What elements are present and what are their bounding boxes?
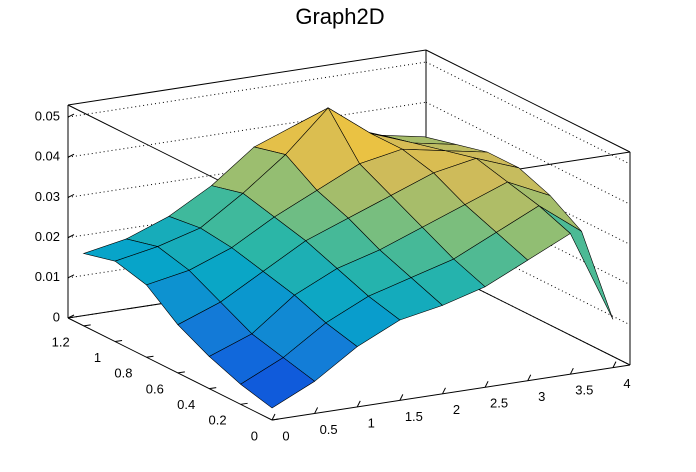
y-axis	[67, 317, 273, 421]
z-tick-label: 0.05	[35, 108, 60, 123]
x-tick-label: 1	[368, 415, 375, 430]
x-tick	[442, 387, 446, 395]
y-tick-label: 0.4	[177, 397, 195, 412]
z-tick	[67, 274, 75, 279]
grid-line	[67, 61, 427, 118]
grid-line	[67, 141, 427, 198]
x-tick	[314, 407, 319, 414]
x-tick-label: 1.5	[405, 409, 423, 424]
y-tick	[271, 418, 280, 421]
y-tick	[115, 340, 123, 343]
y-tick	[240, 402, 248, 405]
y-tick	[177, 371, 185, 374]
chart-title: Graph2D	[295, 4, 384, 29]
grid-line	[67, 182, 427, 239]
x-tick-label: 3	[538, 389, 545, 404]
x-tick	[569, 367, 574, 375]
z-tick	[67, 113, 75, 118]
y-tick-label: 1	[94, 350, 101, 365]
z-tick-label: 0.04	[35, 149, 60, 164]
x-tick-label: 0.5	[320, 422, 338, 437]
z-tick-label: 0.02	[35, 229, 60, 244]
x-tick	[612, 361, 617, 368]
grid-line	[67, 101, 427, 158]
y-tick	[209, 387, 217, 390]
x-tick-label: 2.5	[490, 396, 508, 411]
z-tick	[67, 234, 75, 239]
z-tick	[67, 314, 75, 319]
grid-line	[67, 262, 427, 319]
x-tick	[399, 394, 404, 401]
x-tick-label: 4	[623, 376, 630, 391]
x-tick	[484, 381, 489, 388]
x-tick	[356, 400, 361, 408]
y-tick	[146, 355, 154, 358]
z-tick-label: 0.03	[35, 189, 60, 204]
x-tick-label: 0	[282, 428, 289, 443]
x-tick	[527, 374, 532, 381]
z-tick	[67, 193, 75, 198]
frame	[67, 49, 427, 106]
y-tick-label: 0.2	[209, 413, 227, 428]
z-tick-label: 0.01	[35, 269, 60, 284]
y-tick-label: 1.2	[52, 334, 70, 349]
y-tick	[83, 324, 91, 327]
z-tick-label: 0	[53, 309, 60, 324]
x-tick-label: 2	[453, 402, 460, 417]
y-tick-label: 0.6	[146, 381, 164, 396]
x-tick-label: 3.5	[575, 383, 593, 398]
x-tick	[271, 413, 276, 421]
surface-cell	[240, 357, 316, 409]
frame	[425, 49, 631, 153]
y-tick-label: 0	[251, 428, 258, 443]
y-tick-label: 0.8	[114, 366, 132, 381]
z-tick	[67, 153, 75, 158]
